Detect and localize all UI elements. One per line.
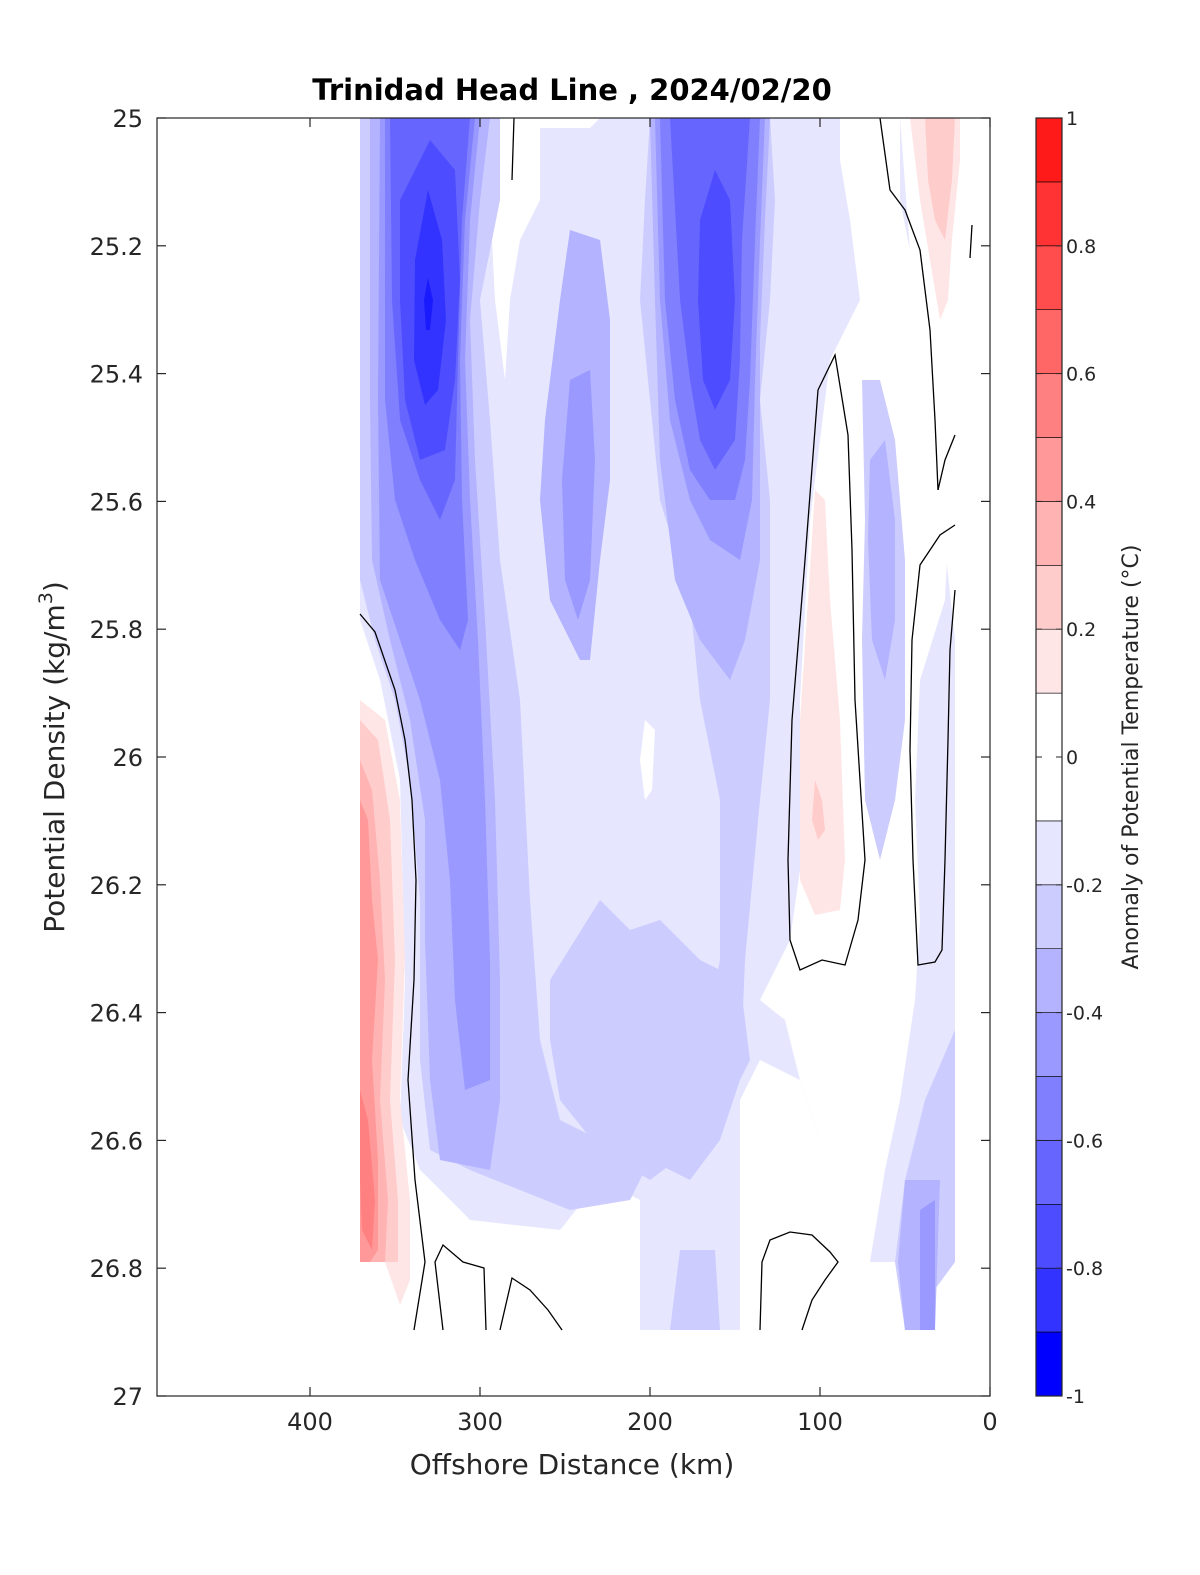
chart-title: Trinidad Head Line , 2024/02/20 <box>312 73 832 107</box>
colorbar-swatch <box>1035 117 1063 183</box>
x-tick-label: 200 <box>627 1408 673 1436</box>
anomaly-band-minus-0.7-mid <box>698 170 735 410</box>
anomaly-band-minus-0.3-right <box>868 440 895 680</box>
colorbar-swatch <box>1035 437 1063 502</box>
anomaly-band-minus-0.4-bottom-right <box>920 1200 935 1330</box>
colorbar-tick-label: 0.6 <box>1066 364 1096 386</box>
colorbar <box>1035 117 1063 1397</box>
colorbar-swatch <box>1035 820 1063 886</box>
colorbar-swatch <box>1035 373 1063 438</box>
x-tick-label: 400 <box>287 1408 333 1436</box>
colorbar-swatch <box>1035 1140 1063 1205</box>
contour-field <box>360 118 990 1330</box>
colorbar-tick-label: 1 <box>1066 108 1078 130</box>
anomaly-core-minus-0.9 <box>424 278 433 330</box>
colorbar-swatch <box>1035 948 1063 1013</box>
y-tick-label: 26 <box>112 744 143 772</box>
y-tick-label: 25 <box>112 105 143 133</box>
y-axis: 25 25.2 25.4 25.6 25.8 26 26.2 26.4 26.6 26.8 27 <box>90 105 990 1411</box>
zero-contours <box>359 118 973 1331</box>
zero-contour-line <box>359 613 426 1331</box>
y-tick-label: 25.2 <box>90 233 143 261</box>
colorbar-swatch <box>1035 245 1063 311</box>
anomaly-band-plus-0.1-mid <box>800 490 845 915</box>
colorbar-tick-label: -0.8 <box>1066 1258 1103 1280</box>
anomaly-band-minus-0.4-central <box>562 370 595 620</box>
colorbar-swatch <box>1035 1076 1063 1141</box>
colorbar-swatch <box>1035 1012 1063 1077</box>
anomaly-band-plus-0.2-mid <box>812 780 825 840</box>
neutral-gap-right-top <box>955 118 990 700</box>
x-tick-label: 100 <box>797 1408 843 1436</box>
colorbar-swatch <box>1035 564 1063 630</box>
colorbar-swatch <box>1035 1267 1063 1333</box>
colorbar-tick-label: -0.2 <box>1066 875 1103 897</box>
neutral-gap-upper <box>490 118 600 380</box>
colorbar-tick-label: -0.6 <box>1066 1130 1103 1152</box>
anomaly-band-plus-0.2-right <box>925 118 955 240</box>
zero-contour-line <box>969 224 973 259</box>
zero-contour-line <box>499 1276 563 1331</box>
anomaly-band-minus-0.2-bottom-mid <box>670 1250 720 1330</box>
y-tick-label: 27 <box>112 1383 143 1411</box>
zero-contour-line <box>879 118 939 491</box>
zero-contour-line <box>909 524 956 966</box>
colorbar-tick-label: -0.4 <box>1066 1003 1103 1025</box>
y-axis-label-superscript: 3 <box>35 592 57 604</box>
zero-contour-line <box>434 1243 487 1331</box>
x-axis-label: Offshore Distance (km) <box>410 1448 735 1481</box>
colorbar-tick-label: 0.2 <box>1066 619 1096 641</box>
colorbar-ticks: -1 -0.8 -0.6 -0.4 -0.2 0 0.2 0.4 0.6 0.8 1 <box>1036 108 1103 1408</box>
colorbar-swatch <box>1035 628 1063 694</box>
colorbar-swatch <box>1035 1204 1063 1269</box>
y-axis-label-main: Potential Density (kg/m <box>38 604 71 933</box>
colorbar-tick-label: 0.8 <box>1066 236 1096 258</box>
zero-contour-line <box>759 1231 839 1331</box>
colorbar-tick-label: -1 <box>1066 1386 1085 1408</box>
colorbar-tick-label: 0.4 <box>1066 491 1096 513</box>
neutral-gap-bottom-right <box>740 1100 870 1330</box>
y-tick-label: 26.6 <box>90 1127 143 1155</box>
colorbar-swatch <box>1035 1331 1063 1397</box>
y-axis-label-suffix: ) <box>38 581 71 592</box>
colorbar-swatch <box>1035 501 1063 566</box>
y-tick-label: 26.2 <box>90 872 143 900</box>
colorbar-tick-label: 0 <box>1066 747 1078 769</box>
anomaly-band-minus-0.2-mid-lower <box>550 900 750 1180</box>
y-tick-label: 25.6 <box>90 488 143 516</box>
zero-contour-line <box>511 118 515 181</box>
zero-contour-line <box>787 352 866 971</box>
zero-contour-line <box>937 434 956 491</box>
y-tick-label: 26.8 <box>90 1255 143 1283</box>
colorbar-label: Anomaly of Potential Temperature (°C) <box>1119 545 1144 970</box>
y-axis-label: Potential Density (kg/m3) <box>35 581 71 933</box>
neutral-gap-mid-island <box>640 720 655 800</box>
y-tick-label: 26.4 <box>90 1000 143 1028</box>
colorbar-swatch <box>1035 309 1063 374</box>
colorbar-swatch <box>1035 884 1063 949</box>
x-tick-label: 0 <box>982 1408 997 1436</box>
colorbar-swatch <box>1035 181 1063 247</box>
y-tick-label: 25.8 <box>90 616 143 644</box>
anomaly-band-plus-0.5-left <box>360 1090 375 1250</box>
y-tick-label: 25.4 <box>90 361 143 389</box>
x-axis: 400 300 200 100 0 <box>287 118 998 1436</box>
x-tick-label: 300 <box>457 1408 503 1436</box>
